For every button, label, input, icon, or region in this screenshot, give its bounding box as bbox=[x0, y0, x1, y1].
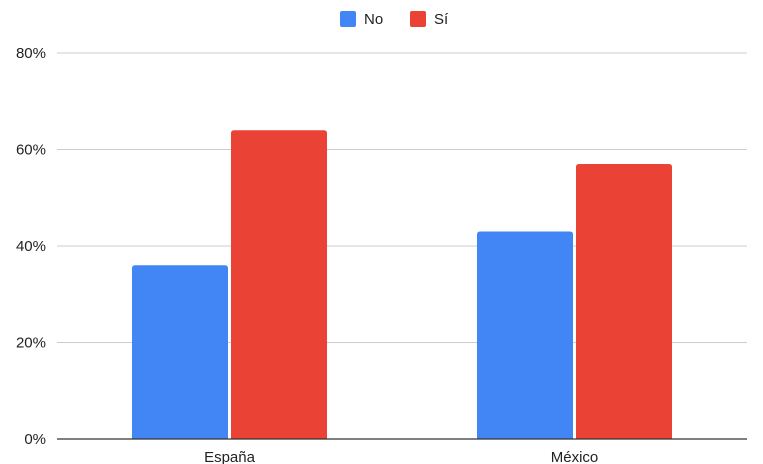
bar-sí-españa bbox=[231, 130, 327, 439]
legend: No Sí bbox=[340, 11, 449, 28]
legend-label-no: No bbox=[364, 11, 383, 28]
y-tick-label: 20% bbox=[16, 335, 46, 352]
y-axis-tick-labels: 0% 20% 40% 60% 80% bbox=[16, 45, 46, 448]
legend-swatch-sí bbox=[410, 11, 426, 27]
legend-swatch-no bbox=[340, 11, 356, 27]
legend-label-sí: Sí bbox=[434, 11, 449, 28]
y-tick-label: 0% bbox=[24, 431, 46, 448]
y-tick-label: 80% bbox=[16, 45, 46, 62]
y-tick-label: 60% bbox=[16, 142, 46, 159]
x-axis-tick-labels: España México bbox=[204, 449, 598, 464]
bars bbox=[132, 130, 672, 439]
bar-no-españa bbox=[132, 265, 228, 439]
bar-no-méxico bbox=[477, 231, 573, 439]
bar-sí-méxico bbox=[576, 163, 672, 439]
x-tick-label: México bbox=[551, 449, 599, 464]
x-tick-label: España bbox=[204, 449, 256, 464]
y-tick-label: 40% bbox=[16, 238, 46, 255]
